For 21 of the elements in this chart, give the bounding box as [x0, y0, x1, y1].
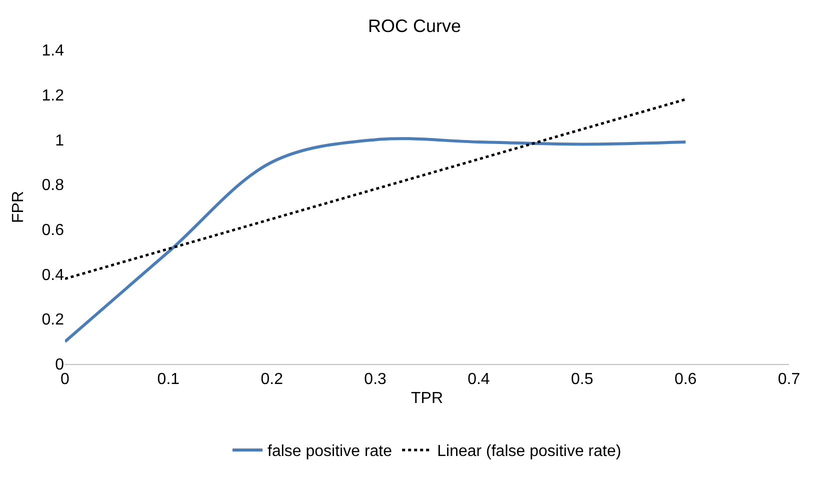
- x-tick-label: 0.1: [157, 371, 180, 388]
- legend-label: Linear (false positive rate): [437, 443, 622, 460]
- x-tick-label: 0.5: [571, 371, 594, 388]
- x-tick-label: 0.4: [468, 371, 490, 388]
- line-series: [65, 137, 688, 344]
- y-tick-label: 0.4: [42, 266, 64, 284]
- y-tick-label: 1: [55, 132, 64, 150]
- y-tick-label: 1.2: [42, 87, 64, 104]
- legend-label: false positive rate: [268, 443, 392, 460]
- y-tick-label: 0.8: [42, 177, 64, 194]
- y-tick-label: 0: [55, 356, 64, 374]
- x-tick-label: 0.2: [260, 371, 284, 388]
- chart-title: ROC Curve: [368, 16, 462, 36]
- y-tick-label: 0.2: [42, 312, 64, 329]
- x-axis-title: TPR: [411, 390, 443, 407]
- y-tick-label: 1.4: [42, 42, 64, 60]
- x-tick-label: 0.6: [674, 371, 697, 388]
- x-tick-label: 0.3: [364, 371, 387, 388]
- y-tick-label: 0.6: [42, 222, 64, 240]
- y-axis-title: FPR: [10, 191, 27, 223]
- x-tick-label: 0.7: [778, 371, 800, 388]
